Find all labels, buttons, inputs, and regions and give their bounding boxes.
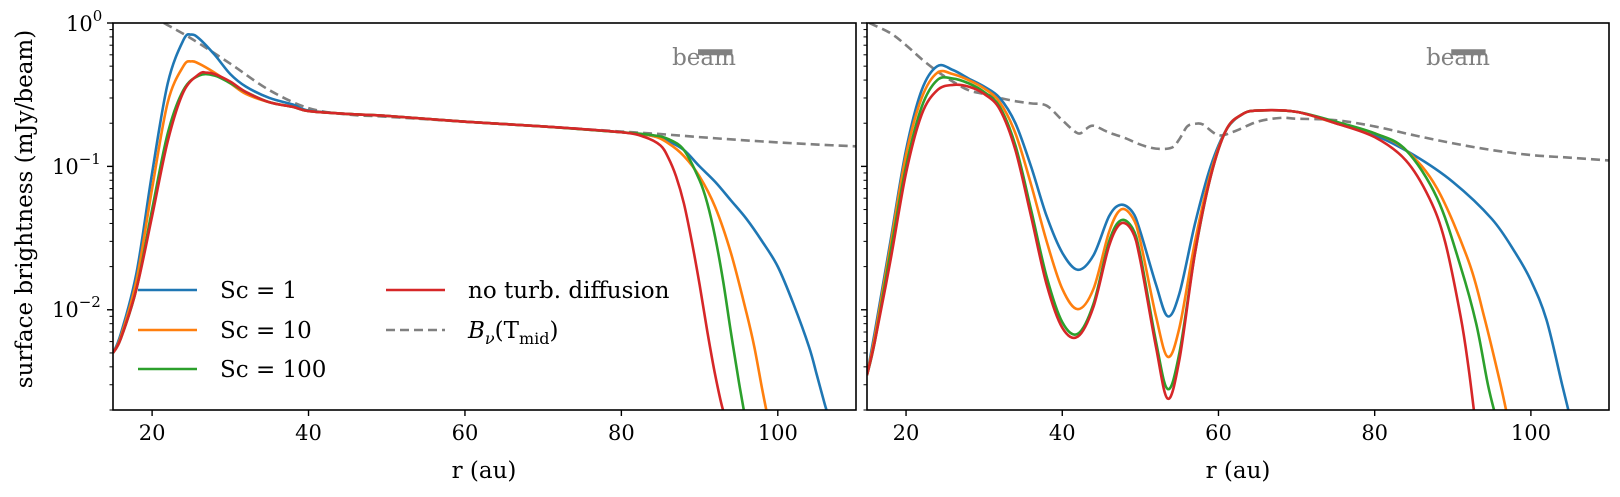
legend: Sc = 1 Sc = 10 Sc = 100 no turb. diffusi…: [138, 278, 670, 383]
right-series-no-turb-diffusion: [867, 83, 1476, 410]
right-x-tick-label: 20: [893, 421, 920, 445]
left-x-tick-label: 60: [452, 421, 479, 445]
legend-bnu-sub2: mid: [519, 329, 550, 348]
right-series-sc-1: [867, 63, 1570, 410]
y-tick-exp: −1: [79, 150, 101, 168]
left-plot-frame: [112, 22, 857, 411]
legend-bnu-sub: ν: [485, 329, 495, 348]
right-series-sc-10: [867, 69, 1508, 410]
right-plot-lines: [867, 23, 1609, 410]
left-series-no-turb-diffusion: [113, 70, 725, 410]
left-series-sc-10: [113, 59, 768, 410]
y-tick-exp: 0: [93, 7, 103, 25]
legend-label-no-turb: no turb. diffusion: [468, 278, 670, 304]
legend-label-sc10: Sc = 10: [220, 318, 312, 344]
left-plot-lines: [113, 23, 856, 410]
left-series-sc-100: [113, 72, 746, 410]
y-tick-label-1e-2: 10−2: [52, 293, 101, 322]
right-series-sc-100: [867, 76, 1496, 410]
y-axis-title: surface brightness (mJy/beam): [12, 30, 38, 388]
right-plot-frame: [866, 22, 1610, 411]
right-x-tick-label: 100: [1511, 421, 1551, 445]
left-y-tick-labels: 100 10−1 10−2: [52, 7, 102, 322]
left-x-axis-title: r (au): [452, 458, 517, 484]
left-x-tick-label: 40: [295, 421, 322, 445]
legend-bnu-close: ): [550, 318, 559, 344]
legend-label-sc1: Sc = 1: [220, 278, 297, 304]
right-x-tick-label: 40: [1049, 421, 1076, 445]
left-x-tick-label: 20: [139, 421, 166, 445]
right-series-b-nu-t-mid-: [868, 23, 1609, 162]
left-beam-label: beam: [672, 45, 736, 71]
y-tick-exp: −2: [79, 293, 101, 311]
right-x-tick-label: 60: [1205, 421, 1232, 445]
y-tick-label-1e0: 100: [66, 7, 102, 36]
left-x-tick-label: 100: [758, 421, 798, 445]
y-tick-label-1e-1: 10−1: [52, 150, 101, 179]
right-x-tick-label: 80: [1361, 421, 1388, 445]
right-x-axis-title: r (au): [1206, 458, 1271, 484]
legend-label-bnu: Bν(Tmid): [467, 318, 558, 348]
right-panel: 20 40 60 80 100 r (au) beam: [861, 22, 1610, 484]
right-beam-label: beam: [1426, 45, 1490, 71]
left-panel: 20 40 60 80 100 100 10−1 10−2 r (au) beam Sc…: [52, 7, 857, 484]
right-axis-ticks: 20 40 60 80 100: [861, 22, 1551, 445]
legend-label-sc100: Sc = 100: [220, 357, 326, 383]
left-x-tick-label: 80: [608, 421, 635, 445]
left-axis-ticks: 20 40 60 80 100: [107, 22, 798, 445]
legend-bnu-paren: (T: [495, 318, 520, 344]
left-series-b-nu-t-mid-: [163, 23, 856, 148]
